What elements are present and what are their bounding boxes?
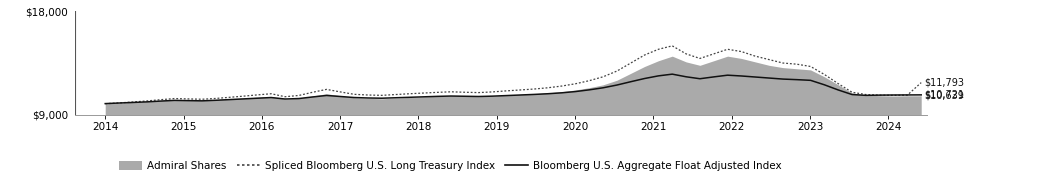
Text: $11,793: $11,793 xyxy=(924,78,964,88)
Legend: Admiral Shares, Spliced Bloomberg U.S. Long Treasury Index, Bloomberg U.S. Aggre: Admiral Shares, Spliced Bloomberg U.S. L… xyxy=(114,157,786,175)
Text: $10,639: $10,639 xyxy=(924,91,964,101)
Text: $10,721: $10,721 xyxy=(924,90,964,100)
